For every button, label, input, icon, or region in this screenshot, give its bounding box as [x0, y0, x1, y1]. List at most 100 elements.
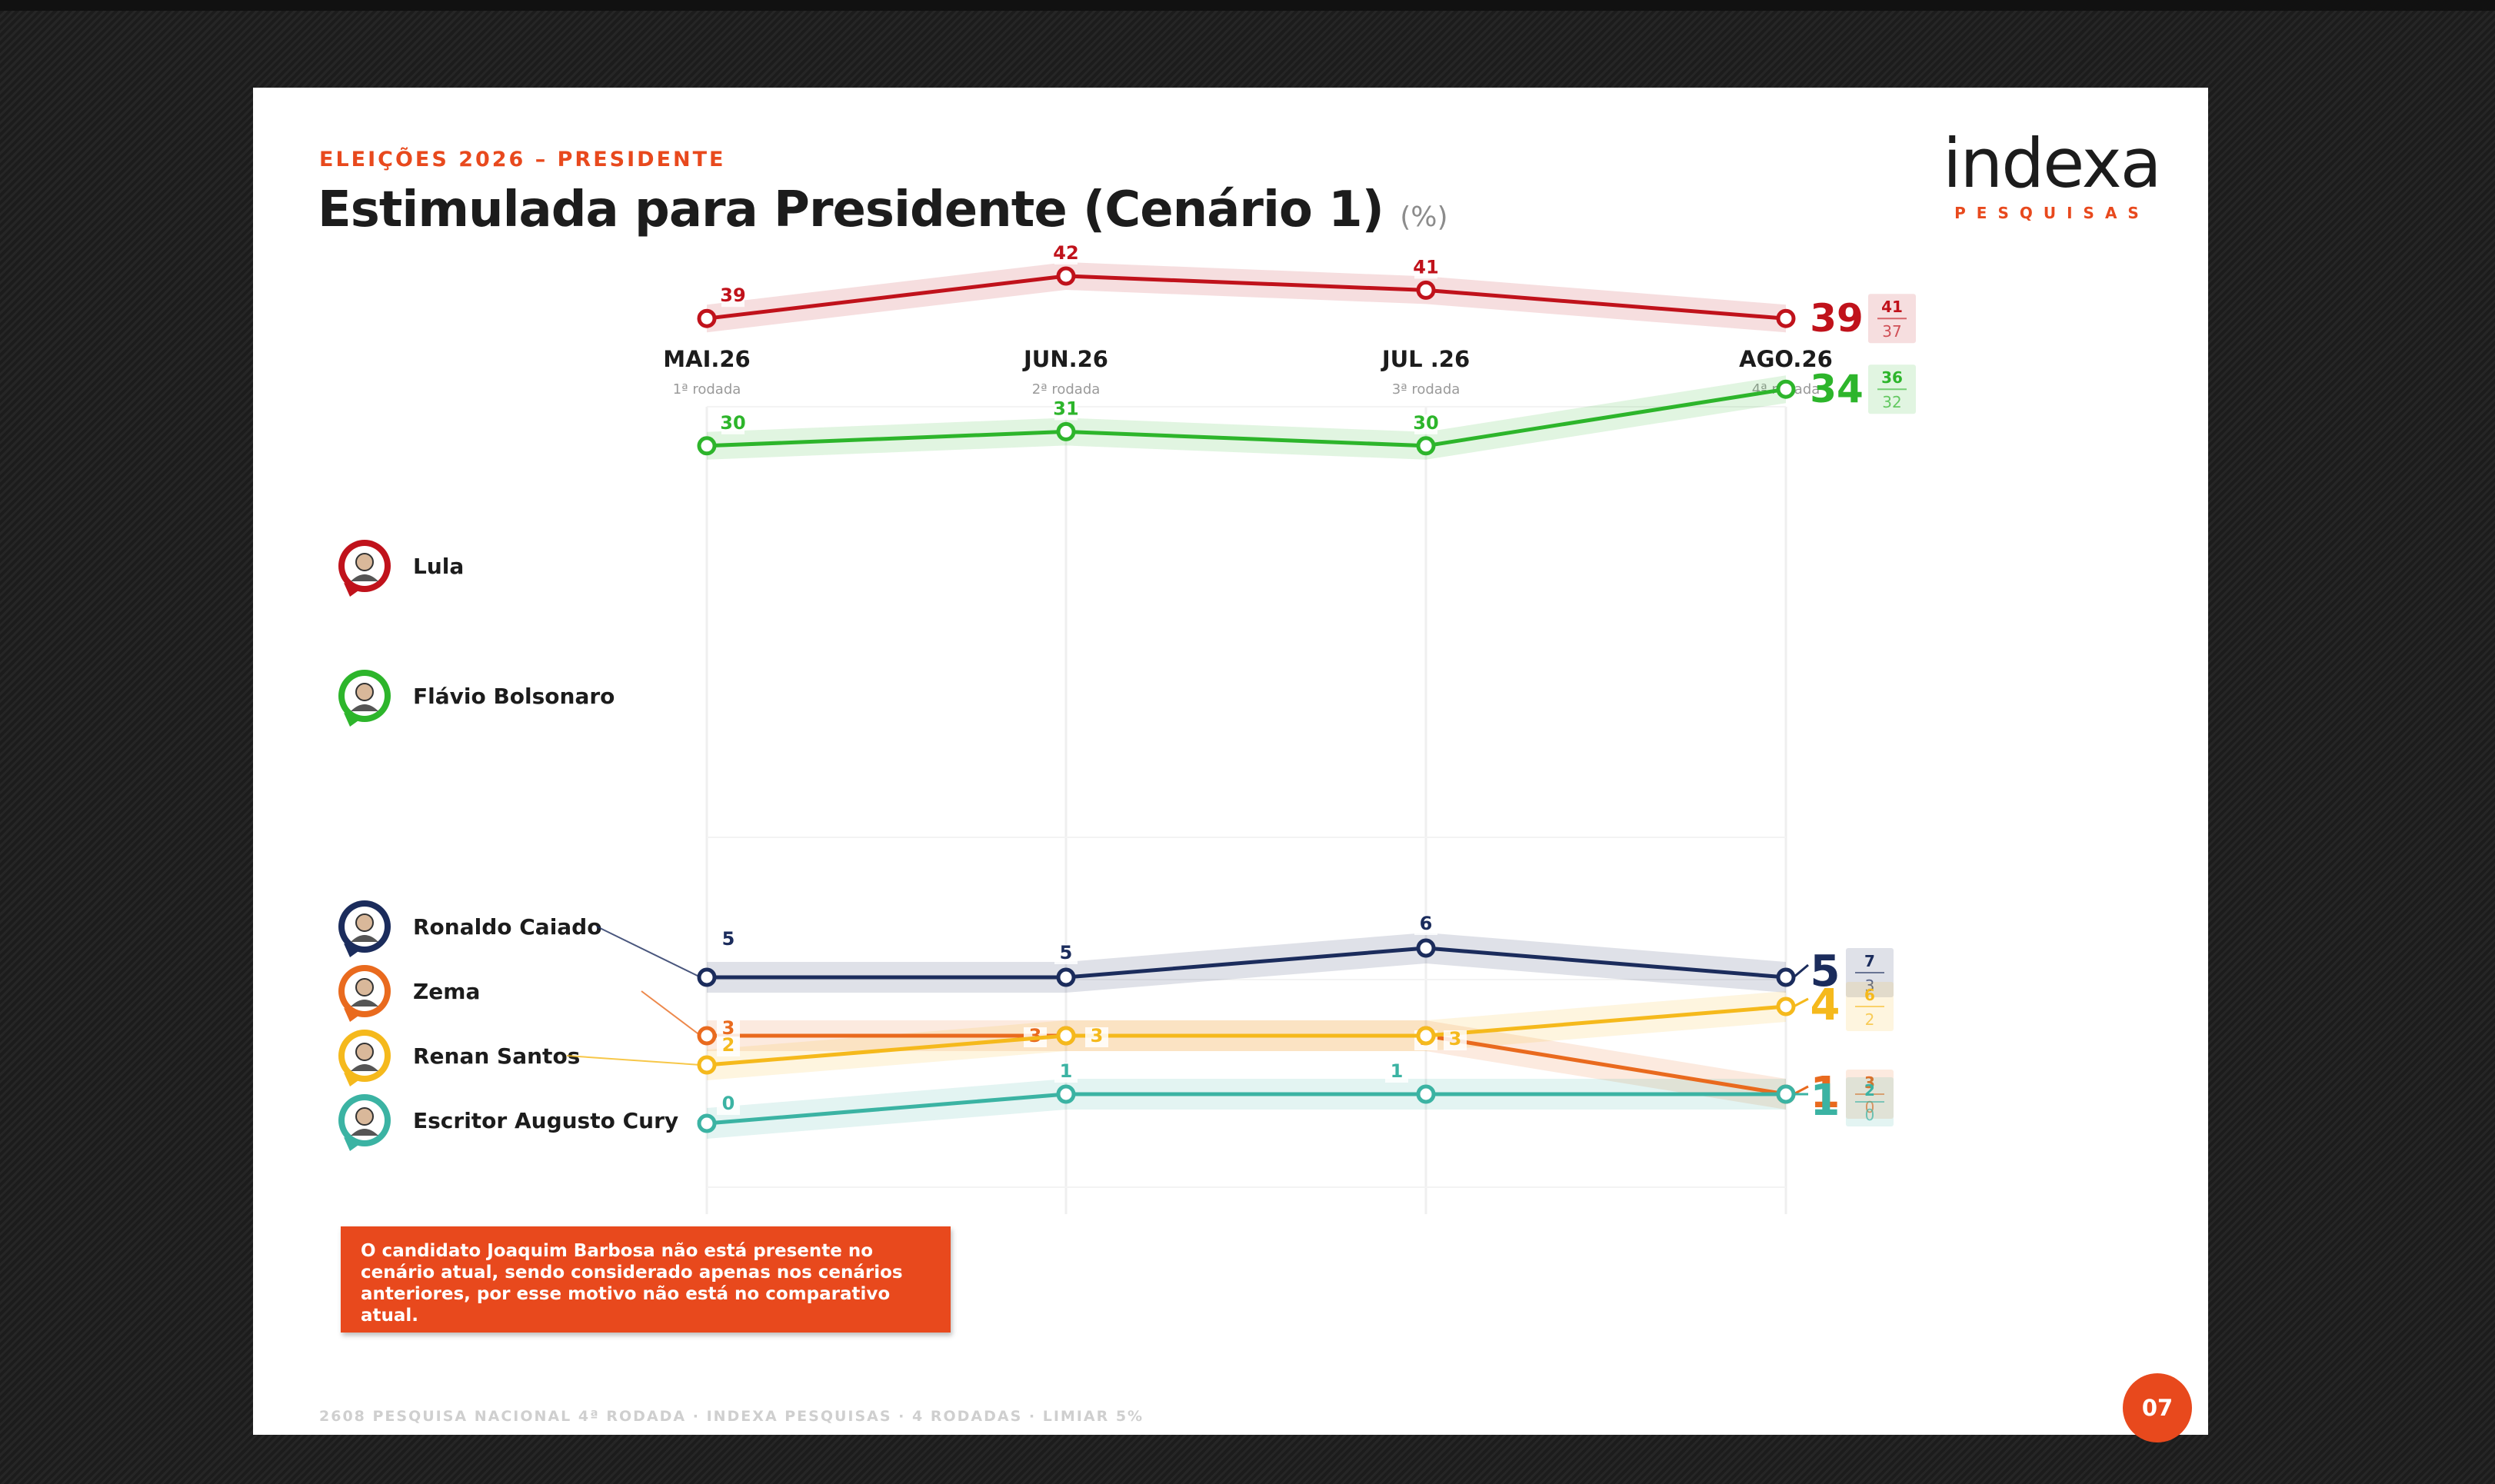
data-label-bg	[1414, 414, 1437, 434]
range-high-label: 36	[1881, 368, 1903, 387]
data-label-bg	[1054, 1063, 1078, 1083]
data-point	[1056, 1026, 1076, 1046]
slide: ELEIÇÕES 2026 – PRESIDENTE Estimulada pa…	[253, 88, 2208, 1442]
data-point	[1416, 1084, 1436, 1104]
period-label: MAI.26	[663, 346, 750, 372]
data-point	[1416, 938, 1436, 958]
series-line	[706, 1092, 1786, 1126]
data-point	[1056, 1084, 1076, 1104]
window-top-bar	[0, 0, 2495, 11]
data-label-bg	[1444, 1030, 1467, 1050]
data-label-bg	[717, 930, 740, 950]
period-sub-label: 1ª rodada	[673, 381, 741, 398]
data-label: 6	[1420, 913, 1433, 934]
legend-pointer	[641, 990, 701, 1036]
series-line	[706, 1004, 1787, 1067]
data-label: 3	[1091, 1025, 1104, 1046]
data-label: 30	[720, 412, 745, 434]
logo-word: indexa	[1943, 124, 2162, 203]
series-line	[706, 274, 1787, 321]
end-connector	[1793, 963, 1809, 979]
data-label-bg	[717, 1020, 740, 1040]
data-point	[1776, 379, 1796, 399]
range-low-label: 37	[1882, 322, 1901, 341]
data-label: 5	[1060, 942, 1073, 963]
data-point	[1776, 997, 1796, 1017]
candidate-avatar	[338, 1094, 391, 1151]
data-label: 30	[1413, 412, 1438, 434]
period-sub-label: 2ª rodada	[1032, 381, 1101, 398]
data-label: 31	[1053, 398, 1078, 419]
data-label: 1	[1060, 1060, 1073, 1082]
end-connector	[1793, 997, 1809, 1008]
data-point	[697, 967, 717, 987]
period-sub-label: 3ª rodada	[1392, 381, 1461, 398]
logo-sub: PESQUISAS	[1954, 204, 2150, 222]
end-value-label: 1	[1810, 1068, 1840, 1118]
period-label: JUL .26	[1381, 346, 1470, 372]
end-value-label: 4	[1810, 980, 1840, 1030]
data-label: 0	[722, 1093, 735, 1114]
data-point	[697, 436, 717, 456]
legend-pointer	[697, 1120, 701, 1124]
data-point	[697, 308, 717, 328]
range-low-label: 3	[1865, 977, 1875, 995]
page-number-badge: 07	[2123, 1373, 2192, 1442]
data-point	[1776, 1084, 1796, 1104]
candidate-name: Lula	[413, 554, 464, 579]
candidate-name: Flávio Bolsonaro	[413, 684, 615, 709]
series-line	[706, 387, 1787, 448]
legend-pointer	[566, 1055, 701, 1066]
note-box: O candidato Joaquim Barbosa não está pre…	[341, 1226, 951, 1333]
end-value-label: 39	[1810, 296, 1864, 341]
data-point	[697, 1026, 717, 1046]
line-chart: MAI.26 1ª rodada JUN.26 2ª rodada JUL .26 3ª …	[338, 242, 1916, 1214]
data-label-bg	[1085, 1027, 1108, 1047]
range-high-label: 41	[1881, 298, 1903, 316]
data-label-bg	[1054, 245, 1078, 265]
data-label: 41	[1413, 256, 1438, 278]
data-label-bg	[1385, 1063, 1408, 1083]
range-high-label: 3	[1864, 1073, 1875, 1092]
range-high-label: 7	[1864, 952, 1875, 970]
candidate-avatar	[338, 540, 391, 597]
data-label-bg	[721, 287, 745, 308]
data-label-bg	[721, 414, 745, 434]
data-point	[697, 1055, 717, 1075]
data-label: 3	[1029, 1025, 1042, 1046]
series-band	[707, 262, 1786, 333]
range-low-label: 0	[1865, 1106, 1875, 1124]
data-label-bg	[1054, 944, 1078, 964]
candidate-avatar	[338, 900, 391, 957]
data-label: 5	[722, 928, 735, 950]
legend-pointer	[596, 926, 701, 978]
range-high-label: 2	[1864, 1081, 1875, 1100]
data-label: 3	[722, 1017, 735, 1039]
end-value-label: 5	[1810, 947, 1840, 997]
range-low-label: 32	[1882, 393, 1901, 411]
series-line	[707, 946, 1787, 980]
page-title: Estimulada para Presidente (Cenário 1) (…	[318, 181, 1447, 238]
data-label-bg	[1054, 400, 1078, 421]
data-point	[1056, 266, 1076, 286]
data-point	[1416, 436, 1436, 456]
range-high-label: 6	[1864, 986, 1875, 1004]
data-point	[1776, 967, 1796, 987]
data-label-bg	[717, 1036, 740, 1056]
data-label: 39	[720, 284, 745, 306]
candidate-name: Zema	[413, 979, 480, 1004]
footer: 2608 PESQUISA NACIONAL 4ª RODADA · INDEX…	[319, 1408, 1144, 1425]
data-label: 1	[1391, 1060, 1404, 1082]
data-point	[1056, 967, 1076, 987]
end-connector	[1793, 1085, 1809, 1096]
candidate-avatar	[338, 670, 391, 727]
data-label-bg	[717, 1095, 740, 1115]
title-unit: (%)	[1400, 201, 1448, 233]
data-label-bg	[1414, 915, 1437, 935]
end-value-label: 34	[1810, 367, 1864, 411]
data-label: 2	[722, 1034, 735, 1056]
indexa-logo: indexa PESQUISAS	[1943, 124, 2162, 223]
candidate-name: Ronaldo Caiado	[413, 914, 601, 940]
data-point	[1056, 421, 1076, 441]
data-point	[1776, 308, 1796, 328]
